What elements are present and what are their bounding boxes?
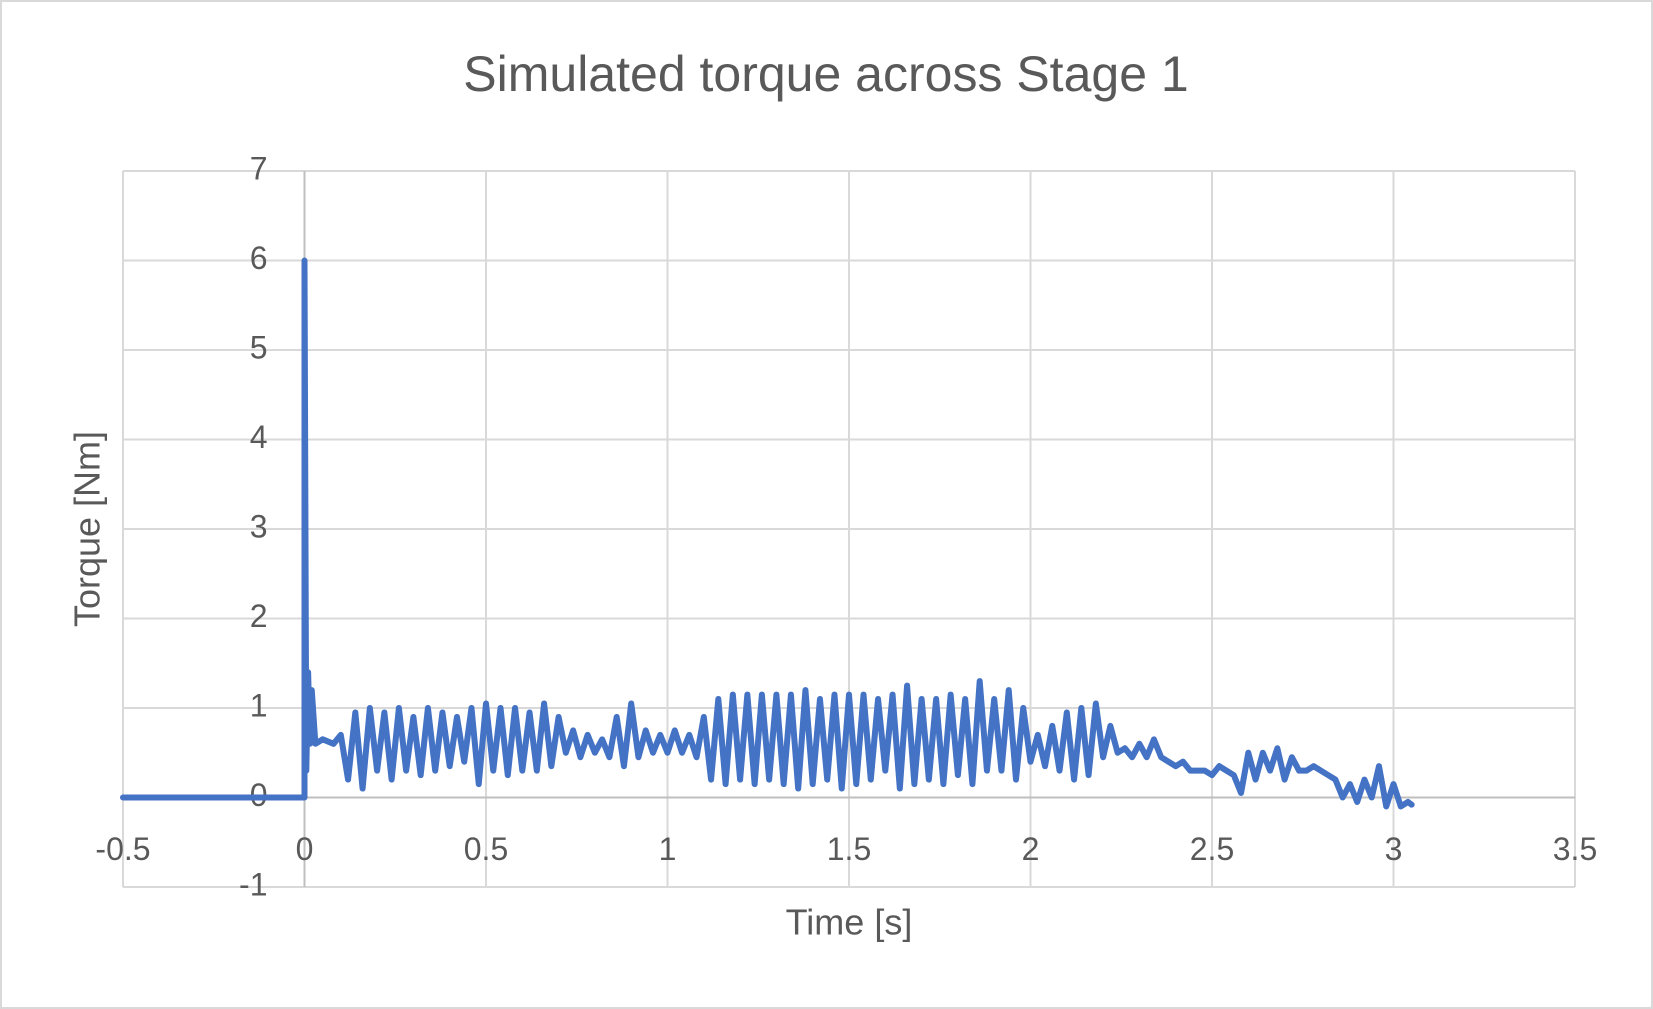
chart-title: Simulated torque across Stage 1	[463, 46, 1188, 102]
x-tick-label: -0.5	[95, 831, 150, 867]
y-tick-label: -1	[239, 866, 267, 902]
x-tick-label: 2	[1022, 831, 1040, 867]
x-tick-label: 3	[1385, 831, 1403, 867]
x-axis-label: Time [s]	[786, 902, 913, 943]
y-tick-label: 5	[250, 329, 268, 365]
x-tick-label: 2.5	[1190, 831, 1234, 867]
y-tick-label: 4	[250, 419, 268, 455]
x-tick-label: 1	[659, 831, 677, 867]
y-tick-label: 7	[250, 150, 268, 186]
y-tick-label: 3	[250, 508, 268, 544]
x-tick-label: 0	[296, 831, 314, 867]
data-line	[120, 257, 1415, 810]
y-tick-label: 2	[250, 598, 268, 634]
x-tick-label: 1.5	[827, 831, 871, 867]
x-tick-label: 3.5	[1553, 831, 1597, 867]
y-tick-label: 6	[250, 240, 268, 276]
y-axis-label: Torque [Nm]	[67, 431, 108, 627]
x-tick-label: 0.5	[464, 831, 508, 867]
y-tick-label: 1	[250, 687, 268, 723]
